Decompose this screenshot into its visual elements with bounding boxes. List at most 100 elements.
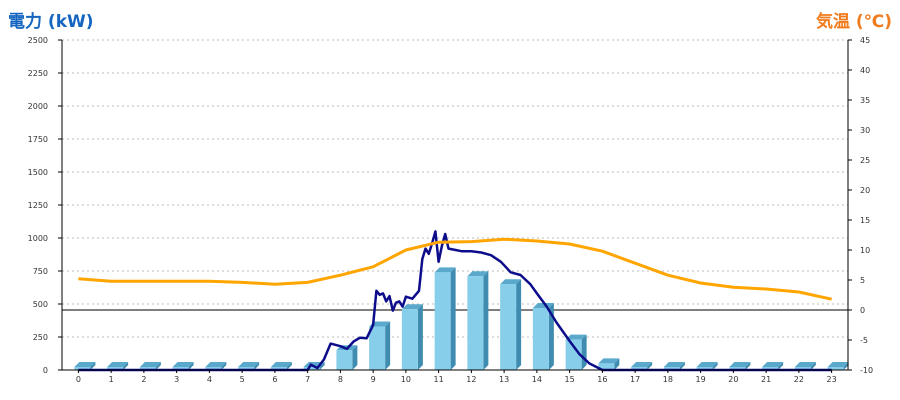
power-bar-side (385, 321, 391, 370)
power-bar-face (270, 367, 287, 370)
x-tick-label: 18 (663, 375, 673, 384)
power-bar (532, 302, 554, 370)
right-axis-title: 気温 (℃) (815, 12, 892, 32)
power-bar-top (238, 362, 260, 367)
temperature-line (78, 237, 832, 301)
power-bar (467, 271, 489, 370)
power-bar (598, 358, 620, 370)
x-tick-label: 9 (371, 375, 376, 384)
power-bar-side (843, 362, 849, 370)
power-bar (238, 362, 260, 370)
left-tick-label: 2250 (28, 69, 48, 78)
power-bar-top (827, 362, 849, 367)
x-tick-label: 5 (240, 375, 245, 384)
power-bar-side (417, 304, 423, 370)
right-tick-label: 10 (860, 246, 870, 255)
x-tick-label: 23 (827, 375, 837, 384)
power-bar-face (696, 367, 713, 370)
power-bar-face (729, 367, 746, 370)
power-bar-side (548, 302, 554, 370)
power-bar (369, 321, 391, 370)
power-bar (74, 362, 96, 370)
power-bar-top (270, 362, 292, 367)
axis-layer: 02505007501000125015001750200022502500-1… (28, 36, 873, 384)
x-tick-label: 22 (794, 375, 804, 384)
power-bar-top (139, 362, 161, 367)
power-bar-face (74, 367, 91, 370)
power-bar (663, 362, 685, 370)
power-bar-face (762, 367, 779, 370)
x-tick-label: 14 (532, 375, 542, 384)
x-tick-label: 12 (466, 375, 476, 384)
power-bar-face (794, 367, 811, 370)
power-bar-face (827, 367, 844, 370)
right-tick-label: -10 (860, 366, 873, 375)
power-bar-side (319, 362, 325, 370)
power-bar-side (188, 362, 194, 370)
x-tick-label: 15 (565, 375, 575, 384)
power-bar-top (598, 358, 620, 364)
power-bar-top (663, 362, 685, 367)
power-bar-top (762, 362, 784, 367)
left-tick-label: 0 (43, 366, 48, 375)
power-bar-side (712, 362, 718, 370)
power-bar-face (467, 276, 484, 370)
power-bar-top (729, 362, 751, 367)
left-tick-label: 2000 (28, 102, 48, 111)
power-bar (270, 362, 292, 370)
power-bar (631, 362, 653, 370)
power-bar (336, 345, 358, 370)
left-tick-label: 750 (33, 267, 48, 276)
power-bar (107, 362, 129, 370)
left-tick-label: 1250 (28, 201, 48, 210)
power-bar-side (516, 279, 522, 370)
power-bar (401, 304, 423, 370)
power-bar-face (107, 367, 124, 370)
power-bar-side (483, 271, 489, 370)
power-bar-face (532, 307, 549, 370)
x-tick-label: 20 (728, 375, 738, 384)
left-tick-label: 1000 (28, 234, 48, 243)
line-layer (78, 230, 832, 372)
left-tick-label: 500 (33, 300, 48, 309)
right-tick-label: 30 (860, 126, 870, 135)
power-bar-side (123, 362, 129, 370)
power-bar (729, 362, 751, 370)
power-bar-top (434, 267, 456, 273)
power-bar-top (107, 362, 129, 367)
left-axis-title: 電力 (kW) (8, 12, 94, 32)
left-tick-label: 2500 (28, 36, 48, 45)
power-bar (696, 362, 718, 370)
power-bar-side (745, 362, 751, 370)
right-tick-label: -5 (860, 336, 868, 345)
right-tick-label: 40 (860, 66, 870, 75)
power-bar-top (532, 302, 554, 308)
power-bar-side (647, 362, 653, 370)
x-tick-label: 8 (338, 375, 343, 384)
power-bar-face (500, 284, 517, 370)
power-bar-face (205, 367, 222, 370)
power-bar-side (221, 362, 227, 370)
power-bar-side (90, 362, 96, 370)
power-bar-top (565, 334, 587, 340)
power-bar (205, 362, 227, 370)
power-bar-face (172, 367, 189, 370)
power-bar-side (155, 362, 161, 370)
right-tick-label: 0 (860, 306, 865, 315)
power-bar-top (500, 279, 522, 285)
x-tick-label: 11 (434, 375, 444, 384)
power-bar-face (238, 367, 255, 370)
power-bar-top (74, 362, 96, 367)
power-bar-top (696, 362, 718, 367)
power-bar-face (401, 309, 418, 370)
bar-layer (74, 267, 849, 370)
x-tick-label: 19 (696, 375, 706, 384)
right-tick-label: 20 (860, 186, 870, 195)
power-bar-side (614, 358, 620, 370)
x-tick-label: 4 (207, 375, 212, 384)
power-bar-side (679, 362, 685, 370)
power-bar-face (663, 367, 680, 370)
x-tick-label: 17 (630, 375, 640, 384)
power-bar-side (450, 267, 456, 370)
